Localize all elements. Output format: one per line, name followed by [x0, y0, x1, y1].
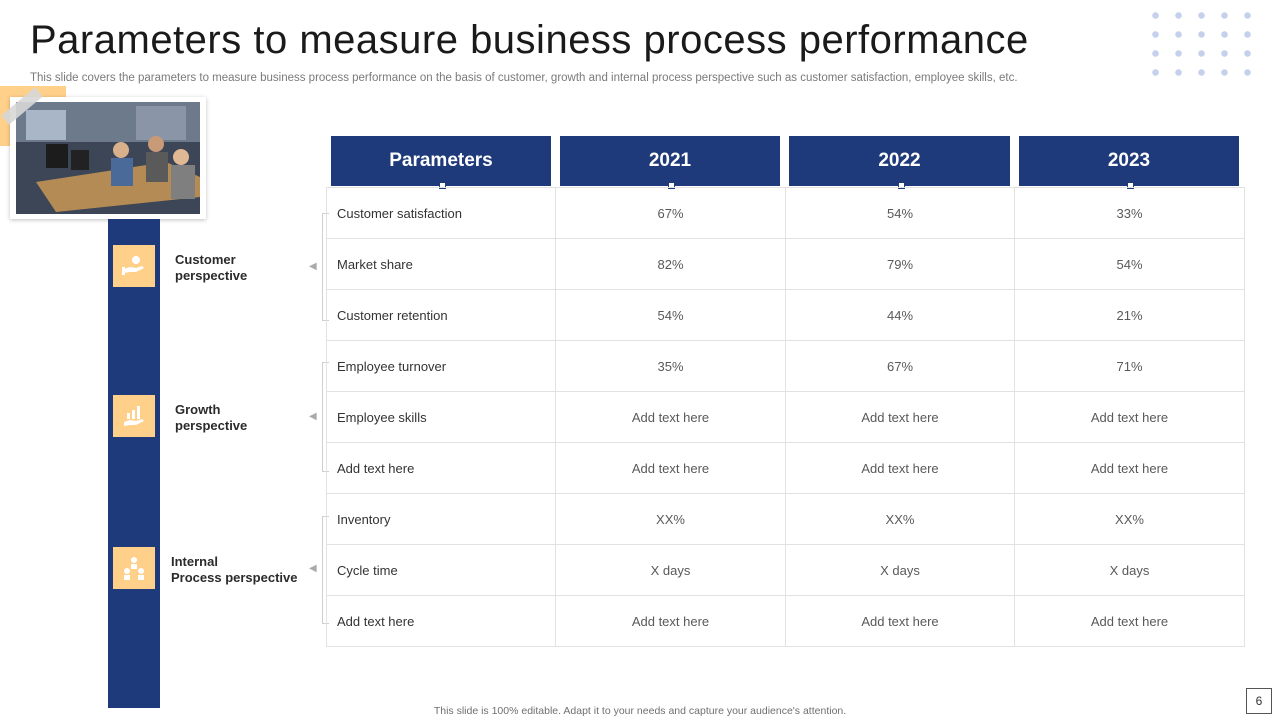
parameters-table: Customer satisfaction 67% 54% 33% Market…	[326, 187, 1245, 647]
table-cell: 79%	[785, 238, 1015, 290]
office-team-photo	[10, 97, 206, 219]
table-cell: XX%	[555, 493, 786, 545]
table-cell: Inventory	[326, 493, 556, 545]
table-cell: Add text here	[1014, 391, 1245, 443]
table-cell: Employee turnover	[326, 340, 556, 392]
table-cell: Add text here	[555, 595, 786, 647]
internal-process-bracket	[322, 516, 329, 624]
table-cell: 54%	[785, 187, 1015, 239]
table-cell: 54%	[555, 289, 786, 341]
table-cell: 71%	[1014, 340, 1245, 392]
table-cell: X days	[1014, 544, 1245, 596]
table-cell: Add text here	[1014, 442, 1245, 494]
growth-bracket	[322, 362, 329, 472]
table-cell: Add text here	[555, 391, 786, 443]
table-row: Add text here Add text here Add text her…	[326, 442, 1245, 494]
team-network-icon	[113, 547, 155, 589]
table-row: Employee turnover 35% 67% 71%	[326, 340, 1245, 392]
internal-process-arrow-icon: ◀	[309, 563, 317, 574]
table-row: Customer satisfaction 67% 54% 33%	[326, 187, 1245, 239]
customer-bracket	[322, 213, 329, 321]
table-cell: Customer satisfaction	[326, 187, 556, 239]
table-cell: Market share	[326, 238, 556, 290]
header-2022: 2022	[789, 136, 1010, 189]
table-row: Employee skills Add text here Add text h…	[326, 391, 1245, 443]
page-number: 6	[1246, 688, 1272, 714]
slide-footer: This slide is 100% editable. Adapt it to…	[433, 705, 847, 717]
table-cell: Employee skills	[326, 391, 556, 443]
table-cell: Add text here	[785, 391, 1015, 443]
table-cell: 44%	[785, 289, 1015, 341]
slide-title: Parameters to measure business process p…	[30, 18, 1029, 62]
table-cell: 35%	[555, 340, 786, 392]
growth-chart-hand-icon	[113, 395, 155, 437]
table-cell: 82%	[555, 238, 786, 290]
table-cell: X days	[785, 544, 1015, 596]
table-cell: Add text here	[555, 442, 786, 494]
table-cell: Add text here	[785, 595, 1015, 647]
sidebar-bar	[108, 219, 160, 708]
header-2021: 2021	[560, 136, 780, 189]
customer-perspective-label: Customer perspective	[175, 252, 248, 283]
table-row: Cycle time X days X days X days	[326, 544, 1245, 596]
internal-process-perspective-label: Internal Process perspective	[171, 554, 298, 585]
growth-arrow-icon: ◀	[309, 411, 317, 422]
table-cell: Add text here	[326, 442, 556, 494]
table-cell: Cycle time	[326, 544, 556, 596]
decorative-dot-grid	[1144, 6, 1264, 88]
table-row: Customer retention 54% 44% 21%	[326, 289, 1245, 341]
table-row: Market share 82% 79% 54%	[326, 238, 1245, 290]
table-cell: Add text here	[785, 442, 1015, 494]
table-cell: XX%	[785, 493, 1015, 545]
table-cell: Add text here	[1014, 595, 1245, 647]
table-row: Add text here Add text here Add text her…	[326, 595, 1245, 647]
hand-giving-icon	[113, 245, 155, 287]
table-cell: 33%	[1014, 187, 1245, 239]
table-cell: XX%	[1014, 493, 1245, 545]
table-cell: 21%	[1014, 289, 1245, 341]
slide-subtitle: This slide covers the parameters to meas…	[30, 72, 1018, 84]
table-cell: Add text here	[326, 595, 556, 647]
table-cell: 67%	[785, 340, 1015, 392]
table-cell: 54%	[1014, 238, 1245, 290]
table-cell: Customer retention	[326, 289, 556, 341]
header-parameters: Parameters	[331, 136, 551, 189]
customer-arrow-icon: ◀	[309, 261, 317, 272]
table-cell: X days	[555, 544, 786, 596]
header-2023: 2023	[1019, 136, 1239, 189]
table-cell: 67%	[555, 187, 786, 239]
table-row: Inventory XX% XX% XX%	[326, 493, 1245, 545]
growth-perspective-label: Growth perspective	[175, 402, 248, 433]
